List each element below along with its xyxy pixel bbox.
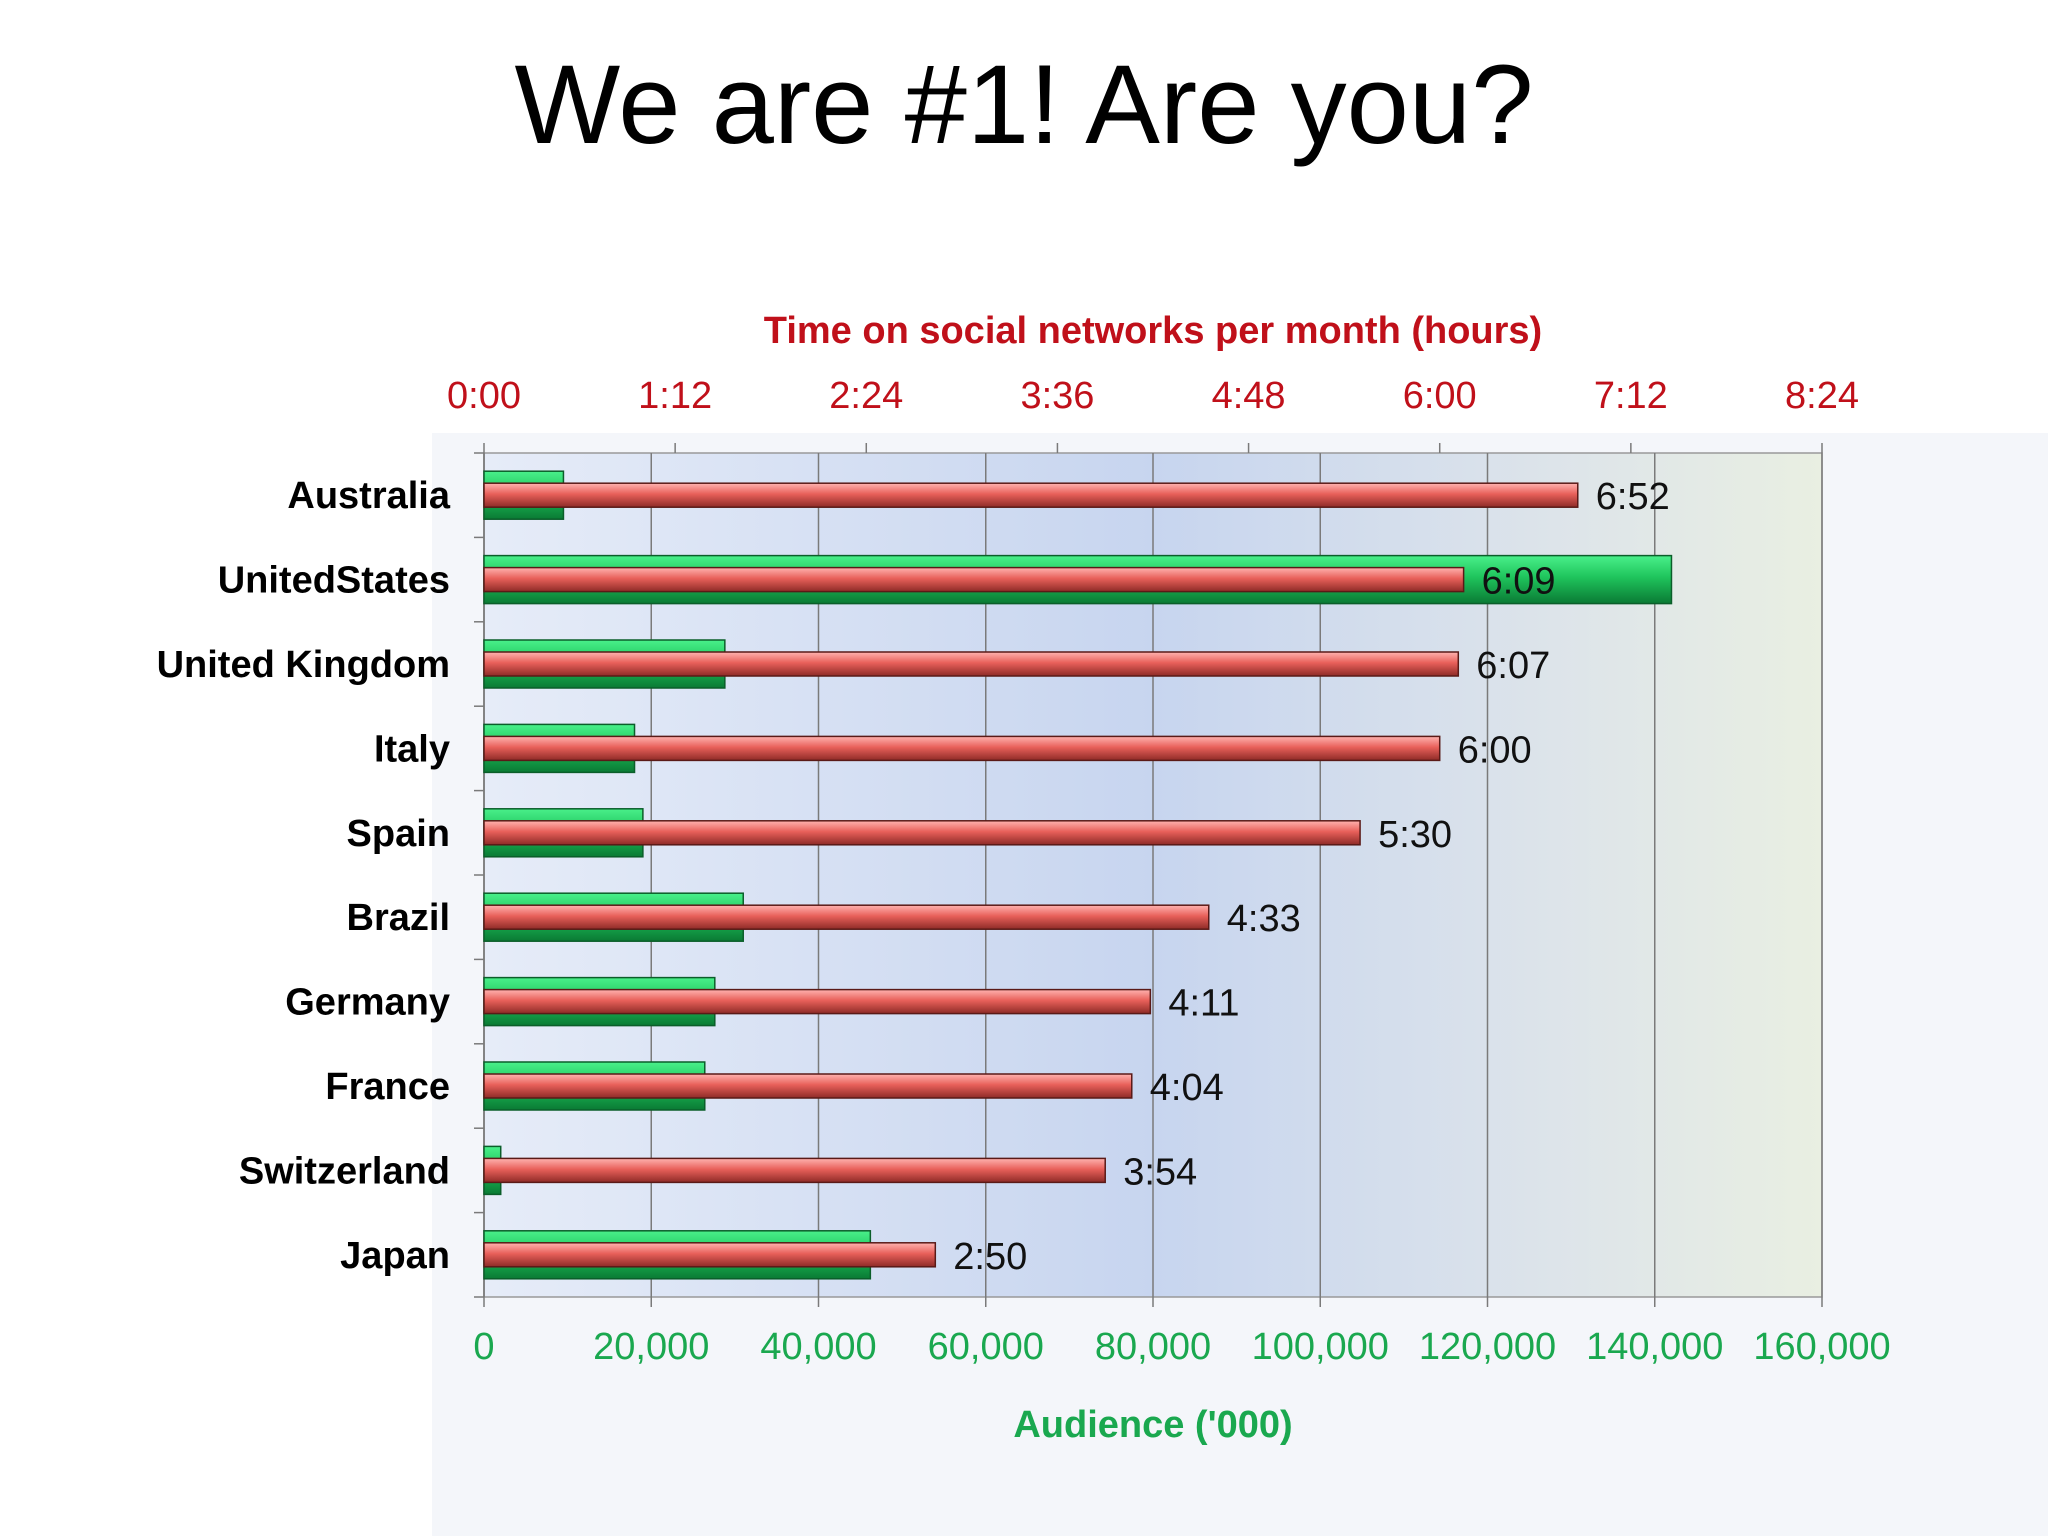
x-top-tick-label: 0:00 (447, 375, 521, 417)
y-category-label: Switzerland (239, 1150, 450, 1192)
x-top-tick-label: 4:48 (1212, 375, 1286, 417)
x-top-tick-label: 3:36 (1020, 375, 1094, 417)
y-category-label: Australia (287, 475, 450, 517)
data-label-time: 6:07 (1476, 645, 1550, 687)
x-bottom-tick-label: 40,000 (760, 1326, 876, 1368)
x-bottom-tick-label: 60,000 (928, 1326, 1044, 1368)
x-bottom-axis-title: Audience ('000) (1013, 1404, 1292, 1446)
y-category-label: Germany (285, 982, 450, 1024)
bar-time (483, 1242, 937, 1268)
y-category-label: Japan (340, 1235, 450, 1277)
y-category-label: Spain (347, 813, 450, 855)
x-bottom-tick-label: 80,000 (1095, 1326, 1211, 1368)
bar-time (483, 1073, 1133, 1099)
y-category-label: Brazil (347, 897, 450, 939)
data-label-time: 3:54 (1123, 1151, 1197, 1193)
data-label-time: 4:11 (1168, 983, 1239, 1025)
bar-time (483, 1157, 1106, 1184)
data-label-time: 6:09 (1482, 561, 1556, 603)
bar-time (483, 651, 1460, 677)
y-category-label: United Kingdom (157, 644, 450, 686)
x-bottom-tick-label: 0 (473, 1326, 494, 1368)
bar-time (483, 988, 1152, 1015)
y-category-label: UnitedStates (218, 560, 450, 602)
bar-time (483, 482, 1579, 508)
y-category-label: Italy (374, 728, 450, 770)
x-bottom-tick-label: 160,000 (1753, 1326, 1890, 1368)
x-top-tick-label: 1:12 (638, 375, 712, 417)
x-bottom-tick-label: 120,000 (1419, 1326, 1556, 1368)
data-label-time: 4:33 (1227, 898, 1301, 940)
x-top-axis-title: Time on social networks per month (hours… (764, 310, 1542, 352)
x-top-tick-label: 6:00 (1403, 375, 1477, 417)
x-bottom-tick-label: 100,000 (1252, 1326, 1389, 1368)
data-label-time: 6:52 (1596, 476, 1670, 518)
x-top-tick-label: 7:12 (1594, 375, 1668, 417)
bar-time (483, 904, 1210, 930)
x-bottom-tick-label: 20,000 (593, 1326, 709, 1368)
x-bottom-tick-label: 140,000 (1586, 1326, 1723, 1368)
data-label-time: 5:30 (1378, 814, 1452, 856)
data-label-time: 2:50 (953, 1236, 1027, 1278)
x-top-tick-label: 8:24 (1785, 375, 1859, 417)
bar-time (483, 566, 1465, 593)
bar-time (483, 735, 1441, 762)
bar-time (483, 820, 1361, 846)
x-top-tick-label: 2:24 (829, 375, 903, 417)
data-label-time: 4:04 (1150, 1067, 1224, 1109)
slide-title: We are #1! Are you? (514, 42, 1534, 167)
y-category-label: France (325, 1066, 450, 1108)
data-label-time: 6:00 (1458, 729, 1532, 771)
